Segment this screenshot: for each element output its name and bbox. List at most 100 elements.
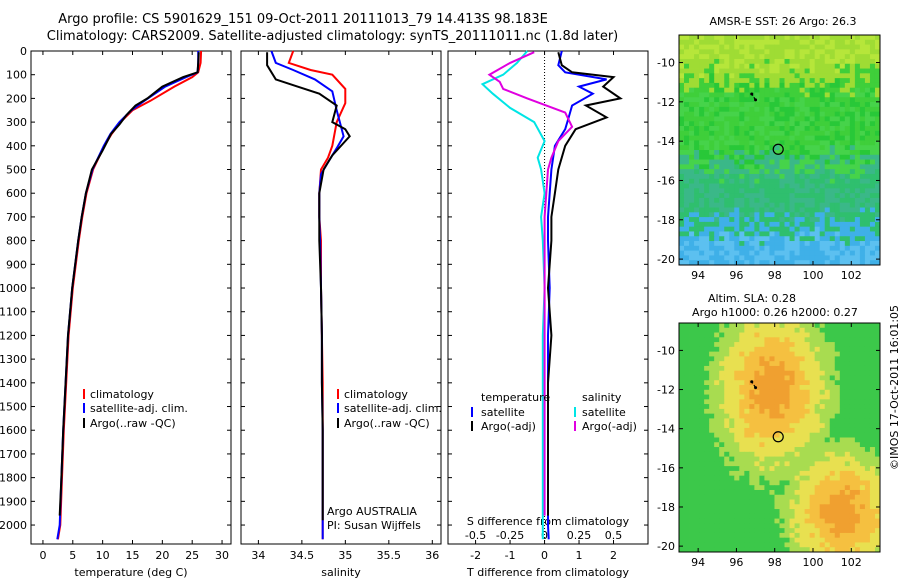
sst-map-cell (819, 135, 826, 141)
sla-map-cell (814, 461, 821, 467)
sst-map-cell (719, 68, 725, 74)
sst-map-cell (694, 217, 700, 223)
sla-map-cell (709, 432, 715, 438)
sla-map-cell (804, 442, 811, 448)
sst-map-cell (694, 221, 700, 228)
sla-map-cell (869, 413, 876, 419)
sla-map-cell (729, 485, 735, 491)
sla-map-cell (804, 432, 811, 438)
sla-map-cell (784, 523, 790, 529)
sla-map-cell (814, 447, 821, 453)
sst-map-cell (804, 126, 811, 132)
sst-map-cell (799, 173, 806, 180)
sla-map-cell (714, 547, 720, 552)
sla-map-cell (754, 323, 760, 329)
sla-map-cell (849, 461, 856, 467)
sla-map-cell (714, 342, 720, 348)
sst-map-cell (774, 188, 780, 194)
sla-map-cell (864, 423, 871, 429)
sla-map-cell (859, 413, 866, 419)
sla-map-cell (689, 365, 695, 372)
sla-map-cell (799, 389, 806, 395)
sst-map-cell (754, 145, 760, 151)
sla-map-cell (684, 399, 690, 405)
sla-map-cell (824, 327, 831, 333)
sla-map-cell (794, 542, 801, 548)
sst-map-cell (849, 260, 856, 265)
sst-map-cell (689, 35, 695, 41)
sst-map-cell (749, 197, 755, 204)
sla-map-cell (694, 323, 700, 329)
sst-map-cell (809, 54, 816, 60)
sla-map-cell (869, 370, 876, 376)
sla-map-cell (769, 408, 775, 415)
sst-map-cell (764, 236, 770, 242)
sst-map-cell (769, 126, 775, 132)
sla-map-cell (719, 394, 725, 400)
sla-map-cell (699, 470, 705, 477)
sst-map-cell (854, 111, 861, 117)
sst-map-cell (824, 130, 831, 137)
sla-map-cell (789, 504, 795, 510)
sla-map-cell (764, 385, 770, 391)
sla-map-cell (849, 418, 856, 424)
sla-map-cell (809, 404, 816, 410)
sst-map-cell (824, 44, 831, 50)
sst-map-cell (689, 207, 695, 213)
sst-map-cell (824, 212, 831, 218)
sst-map-cell (704, 226, 710, 232)
sst-map-cell (724, 150, 730, 156)
sst-map-cell (804, 255, 811, 261)
sla-map-cell (829, 323, 836, 329)
sla-map-cell (684, 466, 690, 472)
sst-map-cell (759, 145, 765, 151)
sst-map-cell (839, 245, 846, 252)
depth-tick-label: 0 (20, 45, 27, 58)
sst-map-cell (814, 150, 821, 156)
sla-map-cell (724, 346, 730, 353)
sst-map-cell (854, 35, 861, 41)
sla-map-cell (799, 413, 806, 419)
sla-map-cell (799, 323, 806, 329)
sla-map-cell (704, 365, 710, 372)
sst-map-cell (794, 202, 801, 208)
sla-map-cell (769, 532, 775, 539)
sla-map-cell (759, 342, 765, 348)
sla-map-cell (694, 413, 700, 419)
sst-map-cell (854, 145, 861, 151)
sla-map-cell (854, 361, 861, 367)
sst-map-cell (704, 78, 710, 84)
sla-map-cell (844, 537, 851, 543)
sla-map-cell (844, 394, 851, 400)
sst-map-cell (809, 169, 816, 175)
sla-map-cell (844, 475, 851, 481)
sst-map-cell (844, 173, 851, 180)
sst-map-cell (764, 145, 770, 151)
sla-map-cell (844, 542, 851, 548)
sst-map-cell (729, 140, 735, 146)
sla-map-cell (829, 404, 836, 410)
sla-map-cell (769, 351, 775, 357)
sst-map-cell (804, 150, 811, 156)
sst-map-cell (854, 202, 861, 208)
sla-map-cell (859, 518, 866, 524)
sst-map-cell (684, 188, 690, 194)
sst-map-cell (729, 111, 735, 117)
sst-map-cell (794, 164, 801, 170)
sla-map-cell (789, 523, 795, 529)
sst-map-cell (874, 212, 880, 218)
sla-map-cell (824, 499, 831, 505)
sst-map-cell (739, 236, 745, 242)
sst-map-cell (759, 150, 765, 156)
sst-map-cell (824, 82, 831, 89)
sst-map-cell (769, 54, 775, 60)
sst-map-cell (784, 78, 790, 84)
sst-map-cell (834, 82, 841, 89)
sla-map-cell (769, 404, 775, 410)
sst-map-cell (779, 106, 785, 113)
sst-map-cell (709, 106, 715, 113)
sst-map-cell (714, 116, 720, 122)
sla-map-cell (754, 466, 760, 472)
sla-map-cell (739, 423, 745, 429)
sla-map-cell (874, 427, 880, 434)
